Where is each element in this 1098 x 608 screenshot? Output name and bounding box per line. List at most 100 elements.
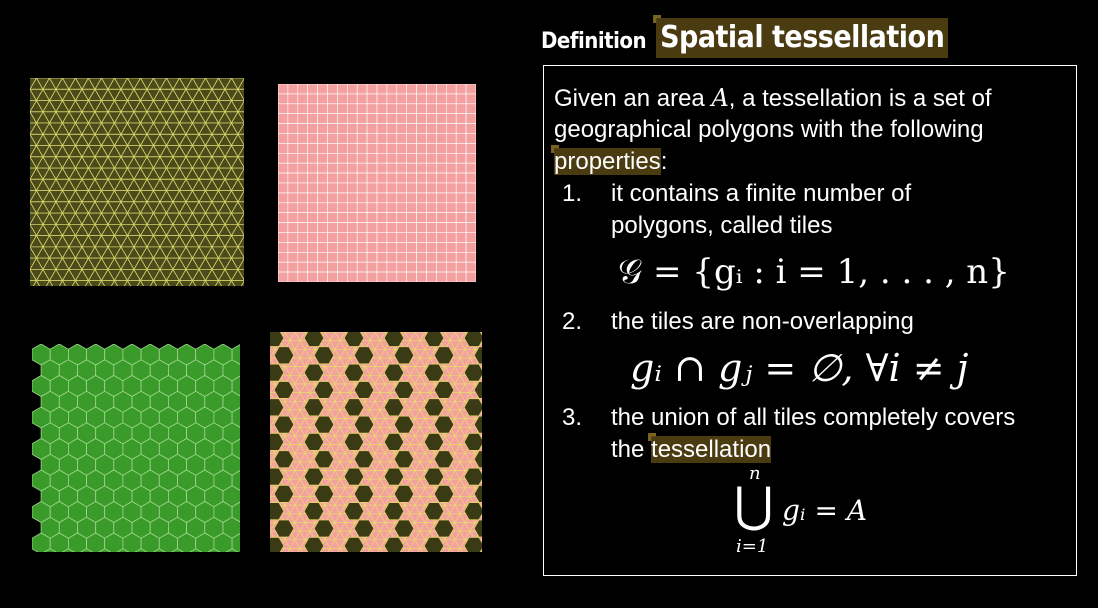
- square-tile: [406, 133, 417, 144]
- square-tile: [426, 103, 437, 115]
- hexagon-tile: [152, 548, 166, 552]
- square-tile: [455, 172, 467, 184]
- triangle-tile: [237, 258, 244, 270]
- square-tile: [465, 182, 476, 194]
- hexagon-tile: [393, 519, 415, 538]
- square-tile: [465, 242, 476, 253]
- tessellation-highlight: tessellation: [648, 433, 772, 463]
- square-tile: [406, 93, 417, 105]
- hexagon-tile: [353, 450, 375, 469]
- square-tile: [436, 143, 447, 154]
- triangle-tile: [240, 280, 244, 286]
- square-tile: [406, 123, 417, 134]
- square-tile: [426, 222, 437, 233]
- square-tile: [327, 232, 338, 243]
- square-tile: [376, 232, 388, 243]
- square-tile: [386, 143, 398, 154]
- square-tile: [416, 123, 427, 134]
- square-tile: [278, 182, 289, 194]
- square-tile: [416, 103, 427, 115]
- square-tile: [307, 242, 318, 253]
- square-tile: [356, 232, 368, 243]
- triangle-tile: [30, 280, 38, 286]
- square-tile: [327, 242, 338, 253]
- square-tile: [337, 172, 348, 184]
- square-tile: [307, 212, 318, 223]
- hexagon-tile: [231, 438, 240, 460]
- square-tile: [396, 261, 407, 273]
- square-tile: [416, 113, 427, 124]
- square-tile: [327, 143, 338, 154]
- square-tile: [386, 242, 398, 253]
- square-tile: [366, 222, 378, 233]
- hexagon-tile: [61, 548, 75, 552]
- square-tile: [327, 271, 338, 282]
- square-tile: [356, 143, 368, 154]
- square-tile: [416, 162, 427, 174]
- square-tile: [446, 133, 457, 144]
- square-tile: [287, 133, 299, 144]
- hexagon-tile: [313, 415, 335, 434]
- triangle-tile: [35, 280, 51, 286]
- square-tile: [287, 162, 299, 174]
- triangle-tile: [237, 223, 244, 236]
- square-tile: [327, 261, 338, 273]
- triangle-tile: [71, 279, 80, 286]
- triangle-tile: [237, 190, 244, 203]
- hexagon-tile: [393, 450, 415, 469]
- square-tile: [416, 153, 427, 164]
- square-tile: [455, 212, 467, 223]
- square-tile: [366, 232, 378, 243]
- square-tile: [426, 192, 437, 204]
- square-tile: [386, 202, 398, 213]
- triangle-tile: [217, 280, 233, 286]
- square-tile: [436, 172, 447, 184]
- square-tile: [278, 222, 289, 233]
- square-tile: [278, 252, 289, 263]
- triangle-tile: [61, 280, 77, 286]
- square-tile: [446, 182, 457, 194]
- square-tile: [455, 252, 467, 263]
- square-tile: [278, 242, 289, 253]
- square-tile: [356, 212, 368, 223]
- square-tile: [426, 261, 437, 273]
- square-tile: [436, 162, 447, 174]
- union-upper-limit: n: [749, 463, 761, 484]
- hexagon-tile: [313, 450, 335, 469]
- triangle-tile: [48, 280, 64, 286]
- square-tile: [386, 261, 398, 273]
- square-tile: [396, 212, 407, 223]
- triangle-tile: [136, 279, 145, 286]
- item-3-number: 3.: [562, 404, 583, 431]
- hexagon-tile: [423, 363, 445, 382]
- hexagon-tile: [393, 415, 415, 434]
- triangle-tile: [447, 547, 453, 552]
- square-tile: [297, 271, 309, 282]
- square-tile: [455, 113, 467, 124]
- square-tile: [366, 153, 378, 164]
- square-tile: [406, 172, 417, 184]
- hexagon-tile: [473, 415, 482, 434]
- square-tile: [386, 182, 398, 194]
- square-tile: [347, 212, 358, 223]
- square-tile: [327, 252, 338, 263]
- square-tile: [317, 133, 328, 144]
- square-tile: [337, 192, 348, 204]
- square-tile: [347, 133, 358, 144]
- square-tile: [317, 232, 328, 243]
- square-tile: [307, 202, 318, 213]
- square-tile: [376, 261, 388, 273]
- triangle-tile: [32, 279, 41, 286]
- definition-box: Given an area A, a tessellation is a set…: [543, 65, 1077, 576]
- square-tile: [436, 84, 447, 95]
- square-tile: [386, 222, 398, 233]
- triangle-tile: [84, 279, 93, 286]
- square-tile: [297, 261, 309, 273]
- hexagon-tile: [423, 537, 445, 552]
- item-1-line-2: polygons, called tiles: [611, 212, 833, 239]
- square-tile: [465, 212, 476, 223]
- square-tile: [297, 113, 309, 124]
- square-tile: [446, 222, 457, 233]
- hexagon-tile: [313, 346, 335, 365]
- square-tile: [327, 84, 338, 95]
